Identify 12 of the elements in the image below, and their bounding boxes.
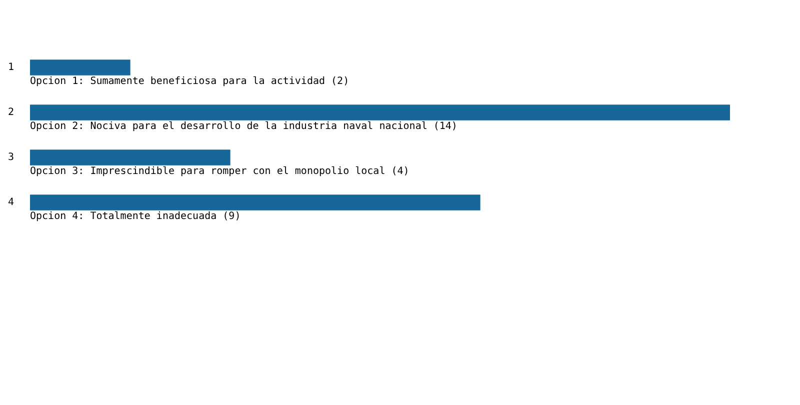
bar <box>30 60 130 76</box>
y-tick-label: 2 <box>8 107 14 118</box>
bar <box>30 150 230 166</box>
data-label: Opcion 3: Imprescindible para romper con el monopolio local (4) <box>30 166 410 178</box>
y-tick-label: 3 <box>8 152 14 164</box>
bar <box>30 104 730 120</box>
data-label: Opcion 4: Totalmente inadecuada (9) <box>30 211 241 222</box>
data-label: Opcion 1: Sumamente beneficiosa para la actividad (2) <box>30 76 350 88</box>
y-tick-label: 4 <box>8 197 14 208</box>
y-tick-label: 1 <box>8 62 14 74</box>
data-label: Opcion 2: Nociva para el desarrollo de la industria naval nacional (14) <box>30 121 458 132</box>
bar <box>30 194 480 210</box>
